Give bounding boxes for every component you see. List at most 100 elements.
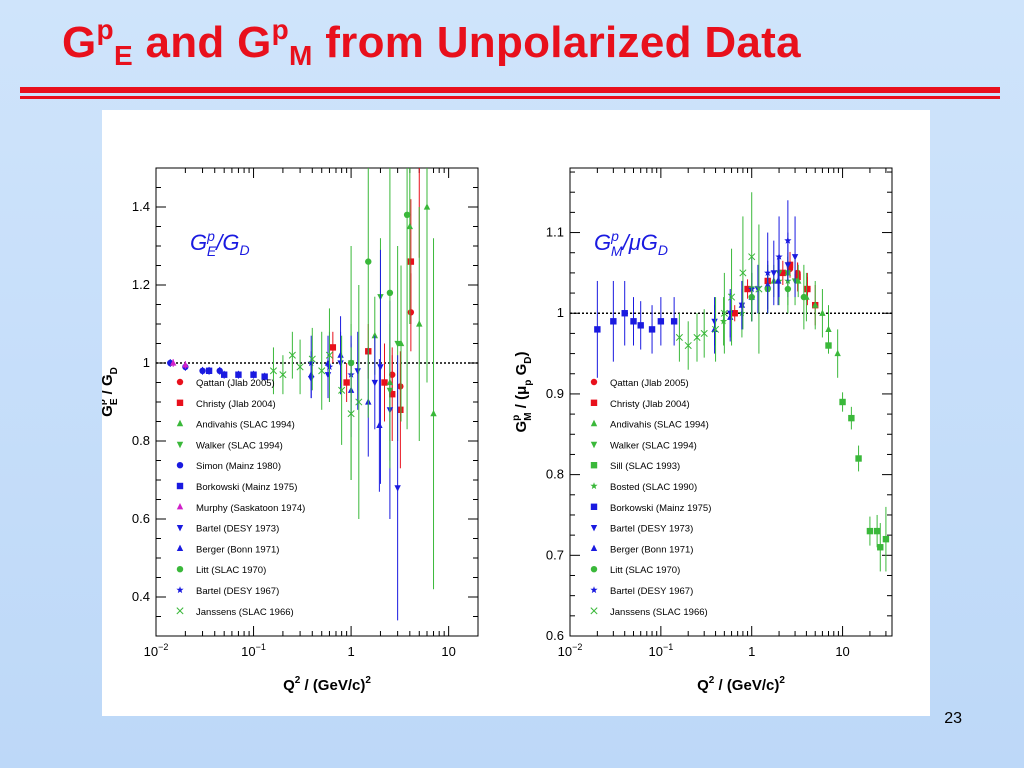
gm-legend-label: Sill (SLAC 1993) (610, 461, 680, 472)
ge-data-point (235, 371, 242, 378)
gm-data-point (825, 325, 832, 332)
gm-data-point (764, 269, 772, 276)
ge-legend: Qattan (Jlab 2005) Christy (Jlab 2004) And… (176, 378, 305, 618)
ge-inset-label: Gp E/GD (190, 228, 250, 259)
ge-data-point (338, 386, 346, 394)
ge-data-point (355, 398, 363, 406)
gm-data-point (594, 326, 601, 333)
gm-legend-marker (590, 378, 598, 386)
gm-data-point (712, 325, 720, 333)
gm-data-point (839, 398, 846, 406)
gm-data-point (720, 309, 728, 317)
ge-legend-marker (176, 419, 184, 427)
gm-legend-marker (590, 586, 598, 594)
gm-data-point (684, 341, 692, 350)
gm-data-point (657, 318, 665, 325)
ge-data-point (279, 371, 287, 379)
ge-data-point (371, 331, 378, 339)
ge-legend-marker (176, 462, 184, 469)
gm-legend: Qattan (Jlab 2005) Christy (Jlab 2004) And… (590, 378, 711, 618)
title-sup-p2: p (271, 14, 290, 45)
gm-data-point (720, 317, 728, 325)
ge-legend-label: Andivahis (SLAC 1994) (196, 420, 295, 431)
ge-data-point (325, 351, 334, 359)
ge-data-point (329, 344, 337, 351)
ge-data-point (318, 367, 326, 375)
gm-x-tick-label: 10−2 (558, 642, 583, 659)
ge-legend-marker (176, 607, 184, 615)
ge-legend-marker (176, 586, 184, 594)
gm-data-point (794, 273, 801, 281)
ge-data-point (199, 367, 206, 374)
ge-y-tick-label: 1 (143, 355, 150, 370)
gm-data-point (675, 333, 683, 342)
gm-y-tick-label: 1 (557, 305, 564, 320)
gm-data-point (770, 270, 777, 277)
ge-y-axis-title: GpE / GD (102, 367, 120, 417)
gm-data-point (728, 293, 736, 301)
ge-data-point (397, 406, 404, 413)
gm-data-point (873, 527, 881, 535)
ge-x-tick-label: 1 (347, 644, 354, 659)
ge-legend-marker (176, 544, 184, 551)
ge-y-tick-label: 1.2 (132, 277, 150, 292)
gm-series-berger-bonn-1971 (711, 256, 782, 354)
ge-legend-label: Qattan (Jlab 2005) (196, 378, 275, 389)
gm-legend-label: Christy (Jlab 2004) (610, 399, 690, 410)
ge-data-point (394, 340, 401, 348)
title-and: and (132, 18, 238, 67)
ge-data-point (403, 211, 411, 218)
ge-data-point (308, 355, 316, 363)
gm-legend-marker (590, 482, 598, 490)
ge-legend-label: Janssens (SLAC 1966) (196, 607, 294, 618)
title-sup-p1: p (96, 14, 114, 45)
ge-legend-marker (176, 441, 184, 449)
gm-y-tick-label: 0.7 (546, 547, 564, 562)
ge-data-point (169, 359, 177, 366)
title-sub-e: E (113, 40, 133, 71)
gm-legend-label: Berger (Bonn 1971) (610, 544, 693, 555)
gm-data-point (738, 301, 746, 308)
gm-x-tick-label: 10 (835, 644, 849, 659)
gm-data-point (774, 277, 782, 284)
gm-chart: 10−2 10−1 1 10 0.6 0.7 0.8 0.9 1 1.1 Qattan (Jlab … (511, 167, 893, 694)
gm-data-point (700, 329, 708, 337)
gm-inset-label: Gp M/μGD (594, 228, 668, 259)
gm-data-point (779, 269, 787, 277)
gm-data-point (744, 285, 751, 293)
gm-data-point (795, 277, 802, 284)
gm-data-point (693, 333, 701, 342)
gm-data-point (748, 253, 756, 261)
ge-data-point (269, 367, 278, 375)
ge-legend-marker (176, 503, 184, 510)
ge-y-tick-label: 0.6 (132, 511, 150, 526)
gm-data-point (784, 285, 792, 293)
gm-data-point (825, 342, 832, 349)
ge-data-point (416, 320, 423, 327)
gm-legend-marker (590, 544, 598, 551)
gm-data-point (882, 535, 890, 543)
ge-x-tick-label: 10−2 (144, 642, 169, 659)
ge-data-point (343, 379, 350, 386)
gm-data-point (755, 285, 763, 293)
ge-series-borkowski-mainz-1975 (205, 366, 268, 381)
gm-data-point (819, 309, 826, 316)
gm-legend-label: Borkowski (Mainz 1975) (610, 503, 711, 514)
ge-legend-label: Litt (SLAC 1970) (196, 565, 266, 576)
gm-legend-label: Janssens (SLAC 1966) (610, 607, 708, 618)
gm-data-point (784, 236, 792, 244)
ge-legend-label: Walker (SLAC 1994) (196, 440, 283, 451)
ge-series-murphy-saskatoon-1974 (169, 359, 189, 369)
ge-data-point (307, 359, 315, 367)
ge-data-point (430, 409, 437, 417)
ge-series-berger-bonn-1971 (308, 316, 383, 492)
title-rest: from Unpolarized Data (312, 18, 801, 67)
gm-series-sill-slac-1993 (825, 337, 890, 572)
ge-data-point (182, 361, 189, 368)
gm-y-axis-title: GpM / (μp GD) (511, 352, 534, 433)
ge-data-point (365, 258, 372, 265)
figure-svg: 10−2 10−1 1 10 0.4 0.6 0.8 1 1.2 1.4 Qattan (Jlab … (97, 167, 893, 694)
gm-series-christy-jlab-2004 (731, 251, 819, 326)
slide-title: GpE and GpM from Unpolarized Data (62, 14, 801, 72)
ge-x-tick-label: 10 (441, 644, 455, 659)
